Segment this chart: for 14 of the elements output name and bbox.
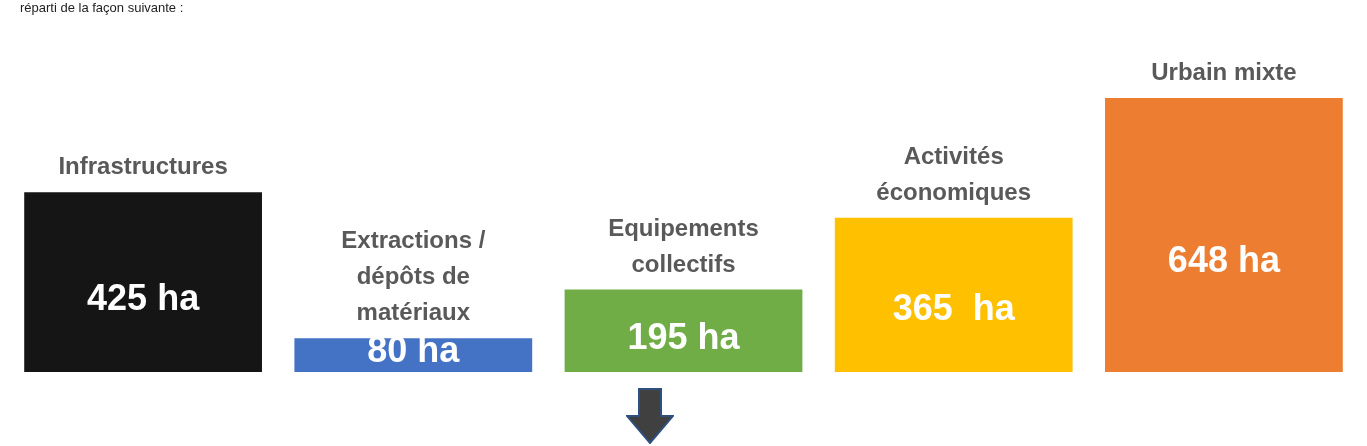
- x-tick-label: Extractions / dépôts de matériaux: [341, 226, 486, 326]
- bar: [1105, 98, 1343, 372]
- x-tick-label: Equipements collectifs: [608, 213, 759, 277]
- data-label: 365 ha: [892, 287, 1016, 329]
- x-tick-label: Infrastructures: [58, 152, 228, 180]
- data-label: 195 ha: [627, 315, 741, 357]
- data-label: 648 ha: [1167, 239, 1281, 281]
- x-tick-label: Activités économiques: [876, 141, 1032, 205]
- x-tick-label: Urbain mixte: [1151, 58, 1297, 85]
- bar: [834, 217, 1073, 372]
- bar: [24, 192, 262, 372]
- data-label: 425 ha: [87, 277, 201, 319]
- bar: [564, 289, 803, 372]
- text: réparti de la façon suivante :: [20, 0, 184, 15]
